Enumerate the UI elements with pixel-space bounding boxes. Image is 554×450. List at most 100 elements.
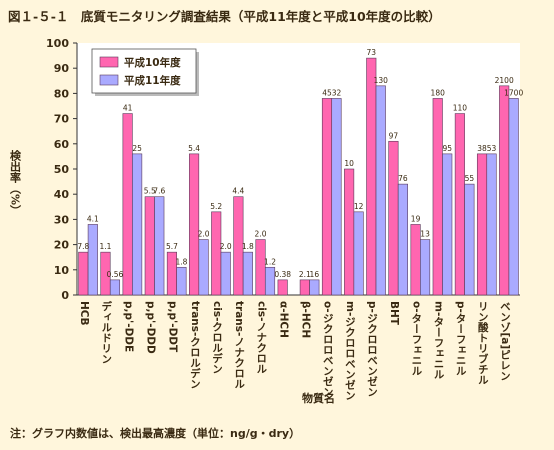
x-tick-label: m-ターフェニル — [432, 301, 444, 379]
data-labels: 7.8 4.1 1.1 0.56 41 25 5.57.6 5.7 1.8 5.4 2.0 5.2 2.… — [77, 48, 523, 279]
data-label: 76 — [398, 174, 408, 183]
bar-h11 — [264, 266, 276, 296]
y-tick-label: 20 — [54, 239, 70, 252]
data-label: 10 — [344, 159, 354, 168]
x-tick-label: リン酸トリブチル — [477, 301, 489, 385]
y-axis-label: 検出率（%） — [9, 149, 23, 216]
x-tick-label: p,p'-DDD — [145, 301, 157, 354]
bar-h10 — [299, 279, 310, 296]
legend-swatch-h10 — [99, 56, 119, 68]
data-label: 38 — [477, 144, 487, 153]
x-tick-label: HCB — [78, 301, 90, 326]
data-label: 95 — [442, 144, 452, 153]
x-tick-label: ディルドリン — [100, 300, 112, 364]
y-tick-label: 10 — [54, 264, 70, 277]
x-tick-label: α-HCH — [277, 301, 289, 338]
data-label: 4.4 — [232, 187, 244, 196]
data-label: 7.8 — [77, 242, 89, 251]
x-tick-label: trans-ノナクロル — [233, 301, 245, 389]
x-tick-label: p,p'-DDT — [167, 301, 179, 353]
x-tick-label: p-ターフェニル — [455, 301, 467, 376]
data-label: 1.8 — [242, 242, 254, 251]
data-label: 13 — [420, 230, 430, 239]
data-label: 19 — [411, 214, 421, 223]
bar-h10 — [499, 85, 510, 296]
data-label: 1700 — [504, 88, 523, 97]
x-tick-label: cis-クロルデン — [211, 301, 223, 374]
data-label: 1.2 — [264, 257, 276, 266]
data-label: 2.0 — [198, 230, 210, 239]
x-tick-label: o-ターフェニル — [410, 301, 422, 376]
data-label: 2.0 — [255, 230, 267, 239]
data-label: 5.2 — [210, 202, 222, 211]
y-tick-label: 100 — [46, 37, 69, 50]
bar-h10 — [277, 279, 288, 296]
x-tick-label: ベンゾ[a]ピレン — [499, 301, 511, 381]
y-tick-label: 40 — [54, 188, 70, 201]
bar-h11 — [154, 196, 165, 296]
bar-h11 — [375, 85, 386, 296]
bar-h11 — [176, 266, 187, 296]
bar-h10 — [476, 153, 488, 296]
data-label: 0.56 — [107, 270, 124, 279]
bar-h11 — [132, 153, 143, 296]
data-label: 1.1 — [100, 242, 112, 251]
bar-h10 — [144, 196, 155, 296]
x-axis-label: 物質名 — [302, 391, 335, 405]
bar-h11 — [220, 251, 231, 296]
data-label: 2100 — [495, 76, 514, 85]
bar-h10 — [410, 224, 421, 296]
y-tick-label: 50 — [54, 163, 70, 176]
x-tick-label: p,p'-DDE — [122, 301, 134, 352]
data-label: 53 — [487, 144, 497, 153]
x-tick-label: BHT — [388, 301, 400, 326]
x-tick-label: trans-クロルデン — [189, 301, 201, 389]
legend-label: 平成11年度 — [124, 74, 181, 87]
bar-h10 — [388, 140, 399, 296]
data-label: 180 — [431, 88, 446, 97]
bar-h10 — [211, 211, 222, 296]
bars — [78, 57, 519, 296]
data-label: 2.0 — [220, 242, 232, 251]
bar-h10 — [233, 196, 244, 296]
data-label: 4.1 — [87, 214, 99, 223]
x-tick-label: p-ジクロロベンゼン — [366, 301, 378, 397]
bar-h10 — [122, 113, 133, 296]
bar-h11 — [109, 279, 121, 296]
bar-h11 — [198, 239, 209, 296]
bar-h10 — [366, 57, 377, 296]
data-label: 7.6 — [153, 187, 165, 196]
data-label: 45 — [322, 88, 332, 97]
data-label: 32 — [332, 88, 342, 97]
bar-h10 — [78, 251, 89, 296]
bar-h11 — [353, 211, 364, 296]
x-tick-label: β-HCH — [300, 301, 312, 338]
legend-label: 平成10年度 — [124, 56, 181, 69]
legend-box — [91, 48, 197, 94]
data-label: 73 — [367, 48, 377, 57]
axes: 0 10 20 30 40 50 60 70 80 90 100 検出率（%） 物質名 HCB ディルドリン… — [9, 37, 520, 405]
data-label: 110 — [453, 104, 468, 113]
data-label: 12 — [354, 202, 364, 211]
data-label: 1.8 — [175, 257, 187, 266]
data-label: 0.38 — [274, 270, 291, 279]
bar-h10 — [454, 113, 465, 296]
bar-h10 — [255, 239, 266, 296]
bar-h10 — [344, 168, 355, 296]
data-label: 16 — [310, 270, 320, 279]
bar-h11 — [331, 98, 342, 296]
y-tick-label: 30 — [54, 213, 70, 226]
bar-h10 — [321, 98, 333, 296]
y-tick-label: 0 — [61, 289, 69, 302]
data-label: 5.5 — [144, 187, 156, 196]
y-tick-label: 70 — [54, 113, 70, 126]
bar-h10 — [189, 153, 200, 296]
data-label: 55 — [465, 174, 475, 183]
bar-h11 — [442, 153, 453, 296]
chart-panel: 0 10 20 30 40 50 60 70 80 90 100 検出率（%） 物質名 HCB ディルドリン… — [9, 37, 524, 405]
bar-h11 — [464, 183, 475, 296]
data-label: 130 — [374, 76, 389, 85]
bar-h11 — [242, 251, 253, 296]
legend-swatch-h11 — [99, 74, 119, 86]
y-tick-label: 90 — [54, 62, 70, 75]
